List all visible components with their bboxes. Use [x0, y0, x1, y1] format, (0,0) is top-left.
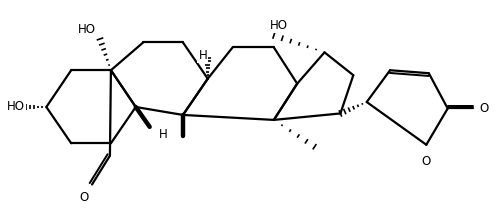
- Text: HO: HO: [78, 23, 96, 35]
- Text: H: H: [198, 49, 207, 62]
- Text: H: H: [158, 128, 168, 141]
- Text: O: O: [480, 102, 488, 115]
- Text: HO: HO: [6, 100, 25, 114]
- Text: O: O: [422, 155, 431, 168]
- Text: HO: HO: [270, 19, 288, 32]
- Text: O: O: [79, 191, 88, 204]
